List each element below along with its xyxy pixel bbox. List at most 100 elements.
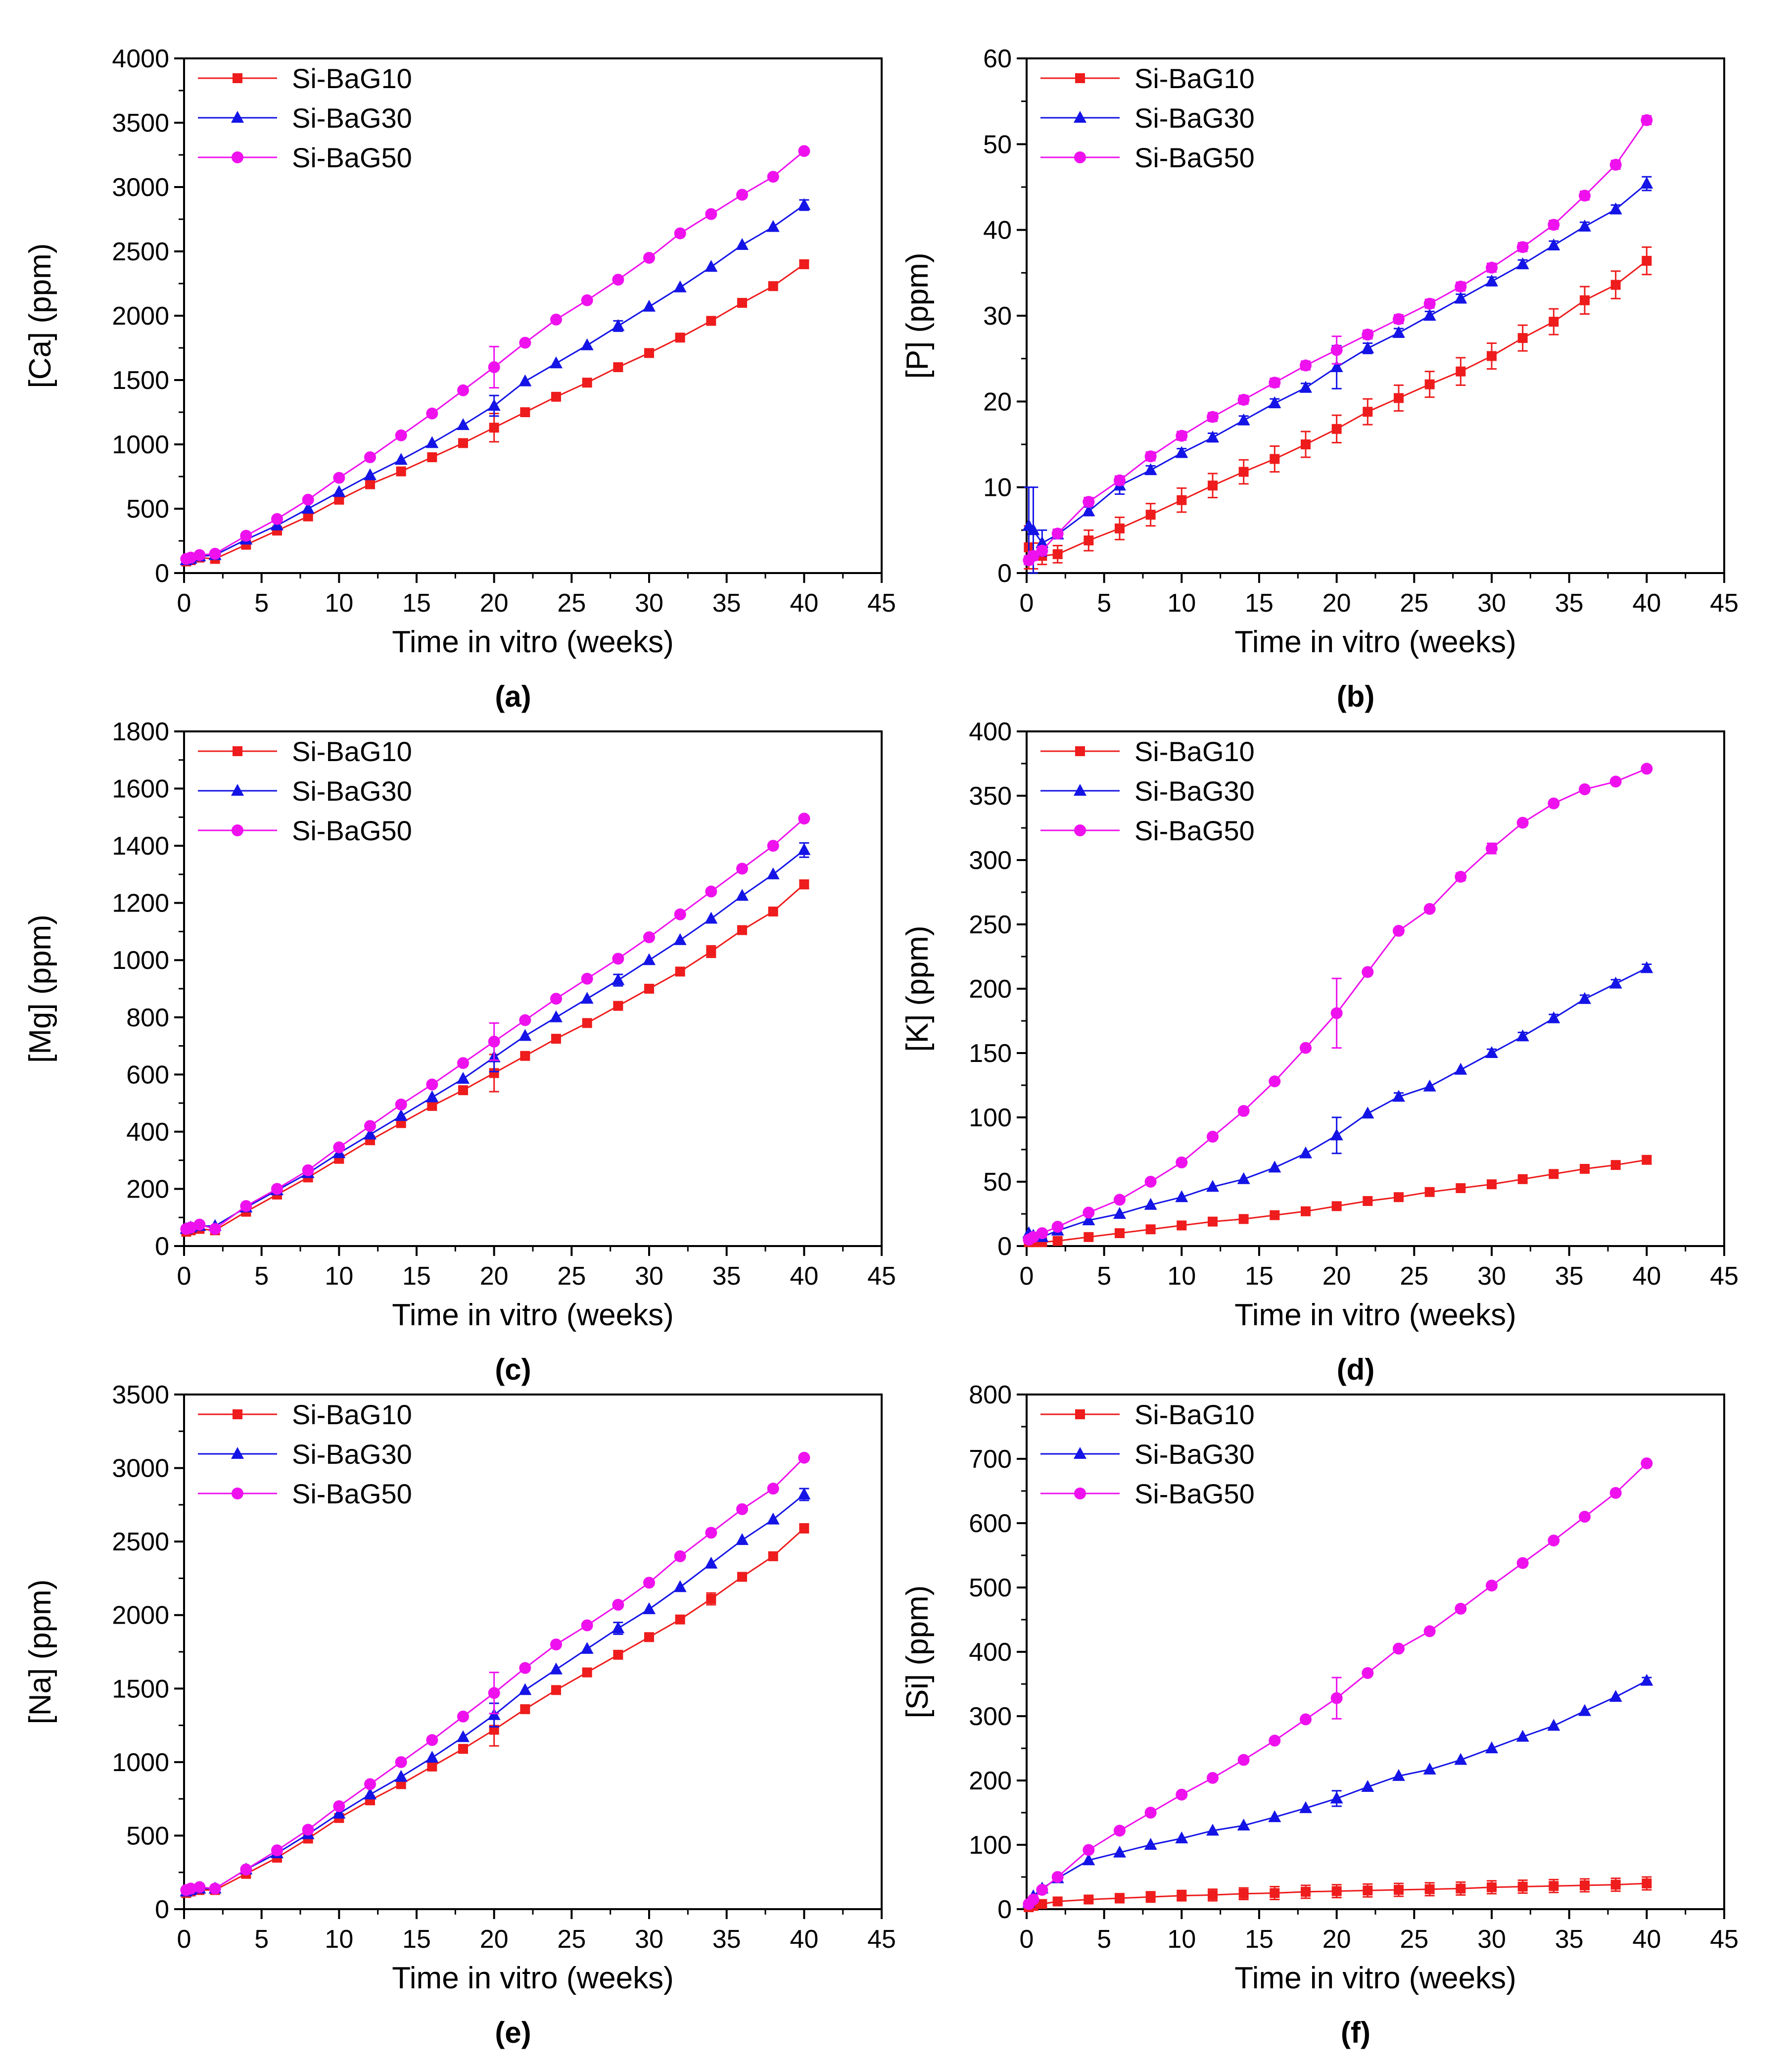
y-tick-label: 2000 [112,1601,169,1630]
data-point [332,1806,346,1819]
legend-label: Si-BaG30 [1134,775,1255,807]
chart-panel-1: 0 5 10 15 20 25 30 35 40 45 0 500 1000 1500 2000 2500 30… [23,45,896,713]
legend: Si-BaG10 Si-BaG30 Si-BaG50 [198,736,412,846]
data-point [457,1072,470,1084]
data-point [302,1824,314,1836]
data-point [1392,326,1405,338]
data-point [489,1068,499,1078]
y-tick-label: 400 [969,1638,1012,1667]
series-Si-BaG50 [180,1451,810,1896]
y-tick-label: 20 [983,387,1012,416]
data-point [1330,1128,1343,1141]
y-axis-title: [P] (ppm) [900,253,935,379]
data-point [737,298,747,308]
y-axis-title: [K] (ppm) [900,926,935,1052]
data-point [1361,341,1374,353]
data-point [1610,280,1621,290]
series-Si-BaG50 [1023,114,1653,566]
y-axis-title: [Na] (ppm) [23,1580,57,1725]
chart-panel-4: 0 5 10 15 20 25 30 35 40 45 0 50 100 150 200 250 300 350 4… [900,718,1739,1386]
data-point [1145,1892,1156,1902]
data-point [582,1667,592,1678]
data-point [1052,1896,1063,1907]
data-point [1393,925,1405,937]
data-point [1176,1156,1188,1168]
data-point [1144,463,1157,475]
x-tick-label: 40 [1632,589,1661,618]
data-point [1237,1172,1250,1184]
data-point [737,1572,747,1582]
data-point [395,429,407,441]
data-point [302,1164,314,1176]
series-Si-BaG10 [1024,246,1652,570]
x-tick-label: 45 [1710,1925,1739,1954]
data-point [271,1183,283,1195]
x-tick-label: 10 [325,1262,353,1291]
x-tick-label: 30 [635,1925,663,1954]
data-point [457,418,470,430]
panel-label: (f) [1341,2016,1370,2049]
data-point [1145,510,1156,520]
data-point [394,453,408,465]
data-point [1207,411,1219,423]
x-tick-label: 40 [1632,1262,1661,1291]
data-point [1454,1753,1467,1765]
panel-label: (b) [1337,680,1375,713]
data-point [1486,842,1498,855]
y-tick-label: 700 [969,1445,1012,1474]
y-tick-label: 3000 [112,173,169,202]
data-point [798,1451,810,1464]
data-point [581,972,593,985]
data-point [1424,1187,1435,1197]
x-tick-label: 5 [254,1262,269,1291]
x-axis-title: Time in vitro (weeks) [1234,625,1516,659]
y-tick-label: 150 [969,1039,1012,1068]
data-point [1177,1890,1187,1901]
data-point [1610,1879,1621,1890]
data-point [301,502,315,514]
x-tick-label: 25 [1400,1262,1428,1291]
x-tick-label: 15 [1245,589,1273,618]
data-point [1394,1885,1404,1895]
data-point [1175,1190,1188,1202]
x-tick-label: 10 [1167,1262,1196,1291]
data-point [612,953,624,965]
data-point [1485,274,1498,287]
x-axis-title: Time in vitro (weeks) [392,625,674,659]
data-point [1037,1899,1047,1909]
data-point [612,274,624,286]
data-point [1609,1690,1622,1702]
legend-label: Si-BaG50 [1134,142,1255,173]
legend: Si-BaG10 Si-BaG30 Si-BaG50 [1040,736,1255,846]
data-point [333,1800,345,1812]
data-point [1455,870,1467,883]
data-point [675,333,685,343]
data-point [767,840,779,852]
data-point [1083,1844,1095,1856]
x-tick-label: 20 [480,1925,509,1954]
data-point [1580,1880,1590,1890]
x-tick-label: 25 [557,1925,586,1954]
data-point [1454,291,1467,304]
data-point [736,889,749,901]
data-point [550,313,562,326]
data-point [1517,1881,1528,1892]
data-point [1609,158,1622,171]
series-line [186,204,805,561]
data-point [1486,1580,1498,1592]
data-point [612,1598,624,1611]
y-tick-label: 0 [997,1895,1012,1924]
data-point [1579,783,1591,795]
data-point [736,238,749,250]
panel-label: (a) [495,680,531,713]
data-point [519,1029,532,1041]
data-point [457,1710,469,1723]
data-point [1145,1224,1156,1235]
y-tick-label: 1200 [112,889,169,918]
data-point [706,316,716,326]
data-point [1578,992,1591,1004]
data-point [799,259,809,269]
x-axis-title: Time in vitro (weeks) [392,1961,674,1995]
x-tick-label: 5 [254,1925,269,1954]
